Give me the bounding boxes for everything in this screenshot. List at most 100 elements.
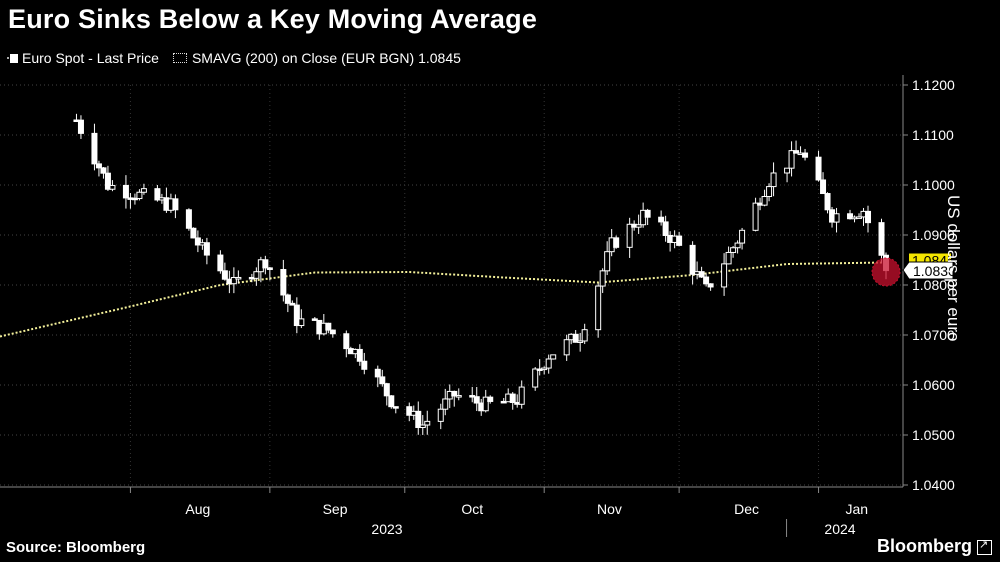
last-price-tag-box — [902, 261, 954, 280]
candle-body — [545, 358, 552, 369]
x-tick-label: Dec — [734, 501, 759, 517]
candle-body — [293, 304, 300, 327]
candle-body — [442, 398, 449, 410]
y-tick-label: 1.1200 — [912, 77, 955, 93]
candle-body — [766, 186, 773, 198]
candle-body — [707, 283, 714, 288]
candle-body — [172, 198, 179, 211]
x-tick-label: Jan — [845, 501, 868, 517]
candle-body — [217, 254, 224, 272]
y-tick-label: 1.1000 — [912, 177, 955, 193]
candle-body — [190, 227, 197, 239]
candle-body — [833, 213, 840, 223]
candle-body — [635, 224, 642, 228]
candle-body — [455, 395, 462, 398]
candle-body — [253, 271, 260, 279]
candle-body — [820, 179, 827, 195]
price-candles — [73, 113, 890, 435]
candle-body — [122, 184, 129, 199]
candle-body — [761, 196, 768, 206]
candle-body — [280, 269, 287, 296]
candle-body — [266, 267, 273, 271]
candle-body — [824, 193, 831, 211]
candle-body — [856, 216, 863, 219]
candle-body — [599, 270, 606, 287]
candle-body — [604, 251, 611, 272]
y-tick-label: 1.0500 — [912, 427, 955, 443]
legend-label-last-price: Euro Spot - Last Price — [22, 50, 159, 66]
candle-body — [802, 152, 809, 158]
candle-body — [482, 396, 489, 412]
candle-body — [703, 276, 710, 285]
candle-body — [311, 318, 318, 321]
candle-body — [356, 348, 363, 362]
candle-body — [109, 184, 116, 190]
candle-body — [658, 216, 665, 223]
candle-body — [509, 393, 516, 403]
candle-body — [230, 277, 237, 285]
candle-body — [374, 368, 381, 378]
candle-body — [221, 270, 228, 280]
candle-body — [725, 251, 732, 265]
candle-body — [91, 132, 98, 165]
candle-body — [325, 322, 332, 331]
candle-body — [698, 271, 705, 278]
candle-body — [815, 156, 822, 181]
candle-body — [518, 386, 525, 405]
candle-body — [595, 285, 602, 331]
candle-body — [689, 244, 696, 275]
candle-body — [613, 237, 620, 248]
y-tick-label: 1.0600 — [912, 377, 955, 393]
candle-body — [847, 213, 854, 220]
candle-body — [577, 340, 584, 343]
y-tick-label: 1.0700 — [912, 327, 955, 343]
y-tick-label: 1.0400 — [912, 477, 955, 493]
candle-body — [154, 188, 161, 201]
candle-body — [100, 167, 107, 174]
candle-body — [734, 242, 741, 249]
sma-line — [0, 261, 887, 338]
legend-label-sma: SMAVG (200) on Close (EUR BGN) 1.0845 — [191, 50, 461, 66]
candle-body — [95, 163, 102, 169]
candle-body — [194, 237, 201, 246]
candle-body — [437, 408, 444, 422]
year-label-2024: 2024 — [824, 521, 855, 537]
candle-body — [721, 263, 728, 288]
candle-body — [739, 229, 746, 244]
bloomberg-arrow-icon — [977, 538, 992, 555]
candle-body — [104, 172, 111, 190]
candle-body — [140, 188, 147, 193]
candle-body — [550, 354, 557, 360]
candle-body — [424, 420, 431, 426]
candle-body — [235, 276, 242, 280]
candle-body — [298, 318, 305, 327]
candle-body — [793, 150, 800, 154]
x-tick-label: Aug — [185, 501, 210, 517]
candle-body — [581, 329, 588, 342]
y-axis-ticks: 1.1200 1.1100 1.1000 1.0900 1.0800 1.0700 1.06… — [902, 75, 955, 493]
candle-body — [203, 242, 210, 256]
chart-title: Euro Sinks Below a Key Moving Average — [8, 4, 538, 34]
candle-swatch-icon — [7, 53, 18, 63]
candle-body — [383, 383, 390, 397]
x-axis-ticks: Aug Sep Oct Nov Dec Jan 2023 2024 — [0, 486, 903, 537]
legend-item-last-price: Euro Spot - Last Price — [7, 50, 159, 66]
candle-body — [572, 333, 579, 343]
candle-body — [644, 209, 651, 218]
x-tick-label: Nov — [597, 501, 622, 517]
candle-body — [361, 360, 368, 370]
candle-body — [563, 339, 570, 356]
candle-body — [473, 396, 480, 404]
year-label-2023: 2023 — [371, 521, 402, 537]
candle-body — [487, 396, 494, 402]
candle-body — [329, 329, 336, 335]
candle-body — [136, 191, 143, 200]
x-tick-label: Oct — [461, 501, 483, 517]
grid-lines — [0, 84, 903, 486]
y-tick-label: 1.0900 — [912, 227, 955, 243]
candle-body — [662, 221, 669, 236]
last-price-tag-label: 1.0830 — [913, 263, 956, 279]
y-tick-label: 1.1100 — [912, 127, 954, 143]
